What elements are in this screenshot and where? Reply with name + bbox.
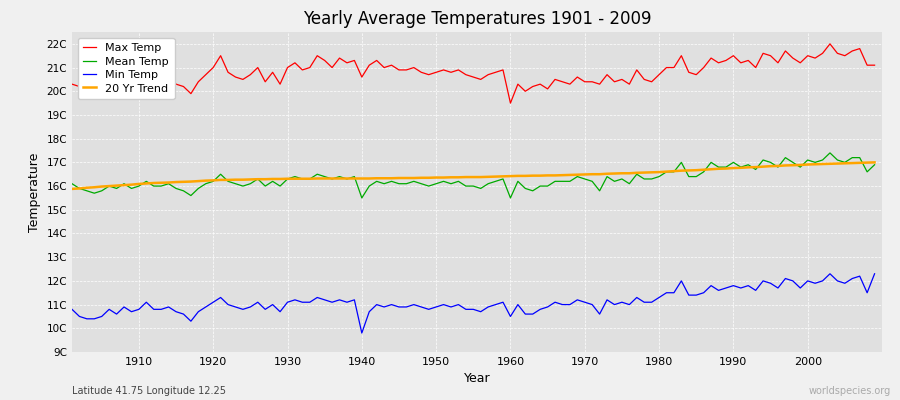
Line: Max Temp: Max Temp (72, 44, 875, 103)
Mean Temp (290, 174, 301, 179)
Line: Min Temp: Min Temp (72, 274, 875, 333)
Mean Temp (505, 196, 516, 200)
Min Temp (67, 307, 77, 312)
Mean Temp (869, 162, 880, 167)
Text: worldspecies.org: worldspecies.org (809, 386, 891, 396)
Min Temp (290, 298, 301, 302)
Legend: Max Temp, Mean Temp, Min Temp, 20 Yr Trend: Max Temp, Mean Temp, Min Temp, 20 Yr Tre… (77, 38, 175, 99)
Max Temp (505, 101, 516, 106)
Text: Latitude 41.75 Longitude 12.25: Latitude 41.75 Longitude 12.25 (72, 386, 226, 396)
Max Temp (67, 82, 77, 86)
Mean Temp (824, 150, 835, 155)
Title: Yearly Average Temperatures 1901 - 2009: Yearly Average Temperatures 1901 - 2009 (302, 10, 652, 28)
20 Yr Trend (869, 160, 880, 165)
Min Temp (824, 271, 835, 276)
X-axis label: Year: Year (464, 372, 490, 386)
Max Temp (290, 60, 301, 65)
20 Yr Trend (505, 174, 516, 178)
20 Yr Trend (498, 174, 508, 179)
Max Temp (126, 84, 137, 89)
Mean Temp (601, 174, 612, 179)
Min Temp (356, 331, 367, 336)
20 Yr Trend (290, 176, 301, 181)
Max Temp (824, 42, 835, 46)
Min Temp (334, 298, 345, 302)
20 Yr Trend (334, 176, 345, 181)
Max Temp (498, 68, 508, 72)
Min Temp (126, 309, 137, 314)
Max Temp (869, 63, 880, 68)
Min Temp (869, 271, 880, 276)
Min Temp (505, 314, 516, 319)
Mean Temp (126, 186, 137, 191)
Max Temp (334, 56, 345, 60)
Max Temp (601, 72, 612, 77)
Y-axis label: Temperature: Temperature (28, 152, 41, 232)
20 Yr Trend (126, 182, 137, 187)
Min Temp (512, 302, 523, 307)
Mean Temp (512, 179, 523, 184)
20 Yr Trend (67, 186, 77, 191)
Mean Temp (356, 196, 367, 200)
Line: Mean Temp: Mean Temp (72, 153, 875, 198)
Min Temp (601, 298, 612, 302)
20 Yr Trend (594, 172, 605, 177)
Mean Temp (334, 174, 345, 179)
Line: 20 Yr Trend: 20 Yr Trend (72, 162, 875, 189)
Mean Temp (67, 181, 77, 186)
Max Temp (512, 82, 523, 86)
